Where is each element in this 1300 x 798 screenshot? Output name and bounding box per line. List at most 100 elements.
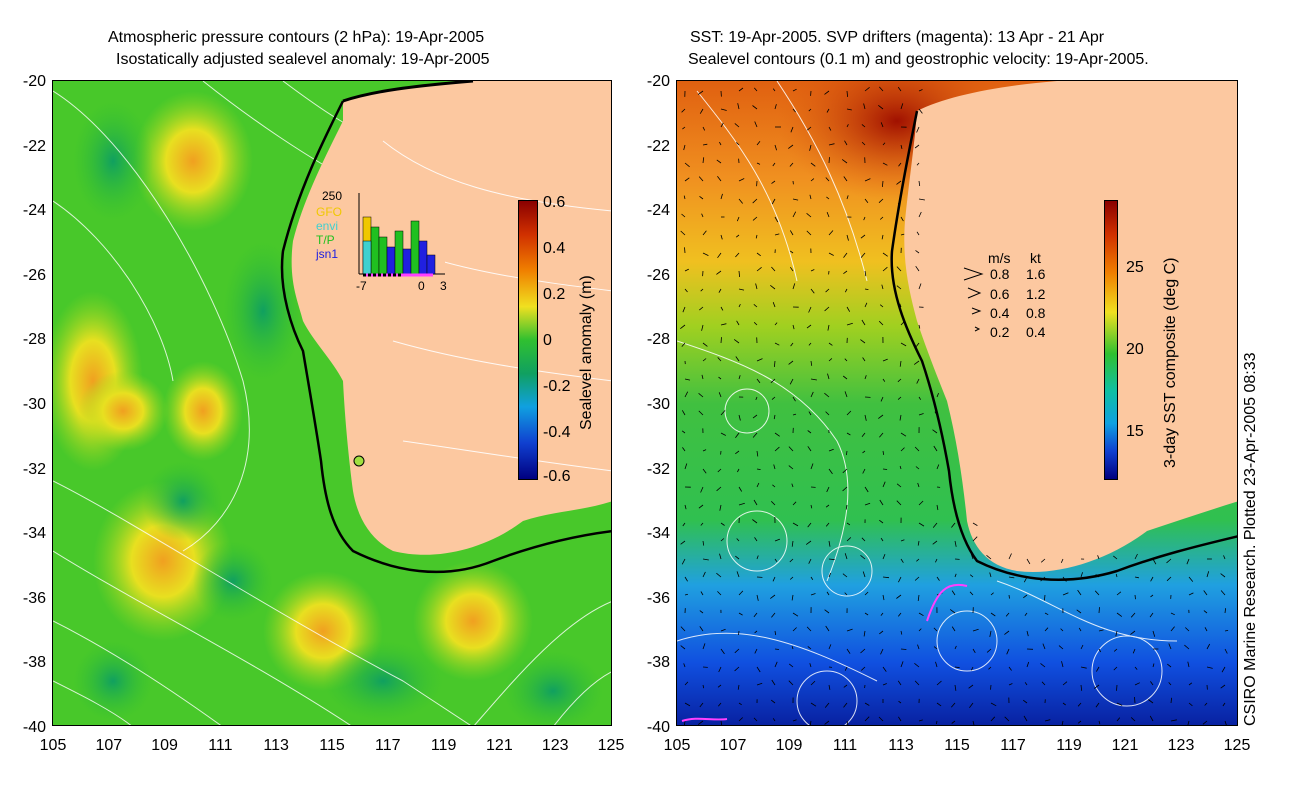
sla-cbar-label: Sealevel anomaly (m) — [578, 275, 595, 430]
sst-cbar-tick-15: 15 — [1126, 423, 1144, 440]
sst-map[interactable] — [676, 80, 1238, 726]
xticks-left-tick: 113 — [263, 737, 289, 754]
velocity-arrow — [828, 572, 832, 578]
velocity-arrow — [970, 553, 974, 560]
velocity-arrow — [774, 233, 780, 236]
velocity-arrow — [788, 465, 794, 470]
velocity-arrow — [806, 626, 812, 632]
velocity-arrow — [1006, 648, 1010, 655]
velocity-arrow — [1026, 661, 1030, 668]
velocity-arrow — [684, 504, 687, 510]
velocity-arrow — [918, 198, 925, 201]
velocity-arrow — [806, 126, 812, 131]
velocity-arrow — [844, 140, 848, 146]
sla-cbar-tick-0.6: 0.6 — [543, 194, 566, 211]
velocity-arrow — [896, 266, 902, 272]
velocity-arrow — [789, 162, 794, 167]
velocity-arrow — [683, 195, 686, 200]
velocity-arrow — [736, 320, 740, 326]
velocity-arrow — [791, 483, 794, 488]
velocity-arrow — [864, 375, 867, 380]
velocity-arrow — [806, 230, 812, 236]
velocity-arrow — [753, 322, 758, 326]
velocity-arrow — [882, 252, 888, 257]
velocity-arrow — [756, 682, 763, 686]
velocity-arrow — [792, 324, 795, 330]
velocity-arrow — [862, 357, 866, 362]
velocity-arrow — [1044, 594, 1046, 601]
velocity-arrow — [756, 378, 761, 384]
velocity-arrow — [1040, 663, 1046, 668]
velocity-arrow — [720, 432, 726, 436]
yticks-right-tick: -20 — [646, 73, 670, 90]
velocity-arrow — [1116, 717, 1121, 722]
velocity-arrow — [951, 626, 956, 632]
velocity-arrow — [774, 648, 780, 650]
velocity-arrow — [790, 126, 794, 133]
velocity-arrow — [1152, 558, 1157, 565]
velocity-arrow — [752, 414, 758, 419]
xticks-right-tick: 115 — [944, 737, 970, 754]
velocity-arrow — [699, 626, 704, 632]
velocity-arrow — [683, 663, 686, 668]
velocity-arrow — [737, 103, 740, 110]
velocity-arrow — [756, 666, 761, 673]
velocity-arrow — [1168, 643, 1172, 650]
velocity-arrow — [860, 252, 866, 258]
velocity-arrow — [682, 306, 686, 313]
velocity-arrow — [756, 162, 761, 165]
velocity-arrow — [809, 663, 812, 668]
velocity-arrow — [827, 373, 830, 380]
velocity-arrow — [1022, 699, 1028, 704]
velocity-arrow — [861, 432, 866, 438]
velocity-arrow — [934, 411, 938, 416]
velocity-arrow — [897, 396, 902, 400]
velocity-arrow — [918, 719, 923, 722]
velocity-arrow — [899, 465, 902, 470]
velocity-arrow — [681, 558, 686, 565]
velocity-arrow — [864, 702, 870, 706]
velocity-arrow — [1166, 576, 1172, 582]
velocity-arrow — [989, 572, 992, 578]
velocity-arrow — [878, 198, 884, 203]
inset-legend-tp: T/P — [316, 233, 335, 247]
velocity-arrow — [917, 594, 920, 601]
velocity-arrow — [1061, 661, 1064, 668]
velocity-arrow — [949, 609, 956, 614]
velocity-arrow — [896, 180, 902, 185]
velocity-arrow — [954, 573, 957, 578]
velocity-arrow — [771, 266, 776, 272]
velocity-arrow — [828, 342, 833, 346]
xticks-left-tick: 109 — [151, 737, 178, 754]
velocity-arrow — [684, 576, 688, 582]
velocity-arrow — [681, 213, 686, 218]
velocity-arrow — [825, 288, 830, 293]
velocity-arrow — [879, 499, 884, 506]
velocity-arrow — [936, 392, 939, 398]
sealevel-colorbar — [518, 200, 538, 480]
velocity-arrow — [1170, 626, 1175, 632]
velocity-arrow — [1062, 592, 1069, 596]
xticks-left-tick: 123 — [541, 737, 569, 754]
velocity-legend-ms-0.2: 0.2 — [990, 324, 1010, 340]
velocity-arrow — [738, 414, 741, 421]
velocity-legend-kt-0.8: 0.8 — [1026, 305, 1046, 321]
yticks-right-tick: -26 — [646, 266, 670, 284]
velocity-arrow — [809, 720, 812, 725]
velocity-arrow — [899, 414, 902, 421]
velocity-arrow — [860, 648, 866, 654]
velocity-arrow — [735, 450, 740, 455]
velocity-arrow — [918, 283, 922, 290]
sla-cbar-tick-0.4: 0.4 — [543, 240, 566, 257]
velocity-arrow — [699, 702, 704, 708]
velocity-arrow — [846, 195, 849, 200]
velocity-arrow — [788, 360, 794, 365]
velocity-arrow — [1023, 594, 1028, 599]
velocity-arrow — [900, 432, 907, 437]
velocity-arrow — [880, 122, 884, 128]
velocity-arrow — [1077, 720, 1082, 724]
velocity-arrow — [756, 468, 761, 470]
velocity-arrow — [936, 720, 938, 725]
velocity-arrow — [806, 324, 812, 329]
velocity-arrow — [932, 522, 938, 528]
